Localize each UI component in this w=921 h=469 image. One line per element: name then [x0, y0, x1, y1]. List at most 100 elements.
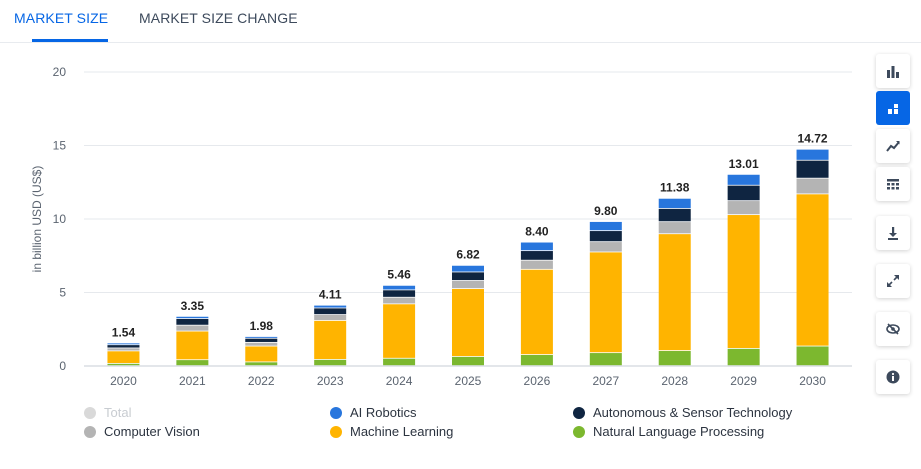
total-data-label: 8.40	[525, 225, 549, 239]
tab-market-size-change[interactable]: MARKET SIZE CHANGE	[139, 10, 298, 26]
bar-segment	[727, 201, 760, 215]
bar-segment	[245, 338, 278, 342]
bar-segment	[796, 160, 829, 178]
bar-segment	[176, 360, 209, 366]
legend-swatch	[330, 406, 342, 419]
bar-segment	[176, 331, 209, 360]
bar-segment	[727, 348, 760, 366]
bar-segment	[520, 260, 553, 269]
bar-segment	[727, 174, 760, 185]
y-tick-label: 10	[53, 212, 67, 226]
y-tick-label: 0	[59, 359, 66, 373]
legend-label: Total	[104, 405, 132, 420]
table-grid-icon	[887, 179, 899, 190]
bar-segment	[658, 222, 691, 234]
total-data-label: 6.82	[456, 248, 480, 262]
hide-button[interactable]	[876, 312, 910, 346]
bar-chart-button[interactable]	[876, 54, 910, 88]
legend-item-ai-robotics[interactable]: AI Robotics	[330, 405, 416, 420]
bar-segment	[245, 362, 278, 366]
bar-segment	[383, 290, 416, 297]
trend-line-icon	[886, 141, 900, 152]
info-button[interactable]	[876, 360, 910, 394]
legend-item-autonomous-sensor[interactable]: Autonomous & Sensor Technology	[573, 405, 792, 420]
bar-segment	[589, 242, 622, 252]
stacked-bar-chart-icon	[888, 104, 898, 114]
legend-swatch	[573, 406, 585, 419]
total-data-label: 1.54	[112, 325, 136, 339]
bar-segment	[520, 269, 553, 355]
legend-item-total[interactable]: Total	[84, 405, 131, 420]
bar-segment	[452, 265, 484, 272]
hide-eye-icon	[886, 323, 900, 335]
legend-item-machine-learning[interactable]: Machine Learning	[330, 424, 453, 439]
total-data-label: 9.80	[594, 204, 618, 218]
active-tab-indicator	[32, 39, 108, 42]
info-icon	[886, 370, 900, 384]
bar-segment	[452, 288, 484, 357]
bar-segment	[176, 325, 209, 331]
bar-segment	[176, 316, 209, 319]
x-tick-label: 2021	[179, 374, 206, 388]
bar-segment	[520, 242, 553, 251]
legend-swatch	[84, 406, 96, 419]
bar-segment	[589, 231, 622, 242]
bar-segment	[796, 149, 829, 160]
bar-segment	[658, 234, 691, 351]
bar-segment	[107, 363, 140, 366]
bar-segment	[383, 304, 416, 358]
bar-segment	[727, 215, 760, 349]
bar-segment	[520, 251, 553, 260]
y-tick-label: 15	[53, 139, 67, 153]
bar-segment	[658, 351, 691, 366]
bar-segment	[107, 351, 140, 363]
stacked-bar-chart: 0 5 10 15 20 in billion USD (US$) 1.54 2020 3.35…	[30, 65, 852, 388]
bar-segment	[796, 194, 829, 346]
legend-label: Autonomous & Sensor Technology	[593, 405, 793, 420]
tab-market-size[interactable]: MARKET SIZE	[14, 10, 109, 26]
legend-label: AI Robotics	[350, 405, 417, 420]
bar-segment	[245, 336, 278, 338]
x-tick-label: 2020	[110, 374, 137, 388]
bar-segment	[452, 356, 484, 366]
x-tick-label: 2025	[455, 374, 482, 388]
total-data-label: 13.01	[729, 157, 759, 171]
bar-segment	[658, 198, 691, 209]
table-grid-button[interactable]	[876, 167, 910, 201]
x-tick-label: 2027	[592, 374, 619, 388]
bar-segment	[383, 285, 416, 290]
bar-segment	[314, 305, 347, 308]
fullscreen-button[interactable]	[876, 264, 910, 298]
x-tick-label: 2029	[730, 374, 757, 388]
bar-chart-icon	[887, 66, 899, 78]
bar-segment	[107, 343, 140, 345]
x-tick-label: 2024	[386, 374, 413, 388]
download-button[interactable]	[876, 216, 910, 250]
y-tick-label: 5	[59, 286, 66, 300]
legend-item-natural-language-processing[interactable]: Natural Language Processing	[573, 424, 764, 439]
trend-line-button[interactable]	[876, 129, 910, 163]
bar-segment	[107, 345, 140, 348]
x-tick-label: 2026	[524, 374, 551, 388]
bar-segment	[589, 221, 622, 231]
x-tick-label: 2030	[799, 374, 826, 388]
bar-segment	[314, 308, 347, 315]
bar-segment	[452, 272, 484, 281]
bar-segment	[796, 178, 829, 194]
legend-label: Computer Vision	[104, 424, 200, 439]
fullscreen-icon	[887, 275, 899, 287]
bar-segment	[589, 353, 622, 366]
download-icon	[888, 227, 898, 240]
bar-segment	[589, 252, 622, 353]
bar-segment	[452, 280, 484, 289]
stacked-bar-chart-button[interactable]	[876, 91, 910, 125]
legend-item-computer-vision[interactable]: Computer Vision	[84, 424, 200, 439]
bar-segment	[658, 208, 691, 222]
bar-segment	[107, 348, 140, 351]
bar-segment	[314, 320, 347, 360]
bar-segment	[176, 318, 209, 325]
x-tick-label: 2023	[317, 374, 344, 388]
tab-bar: MARKET SIZE MARKET SIZE CHANGE	[0, 0, 921, 43]
y-axis-title: in billion USD (US$)	[30, 166, 44, 273]
x-tick-label: 2028	[661, 374, 688, 388]
